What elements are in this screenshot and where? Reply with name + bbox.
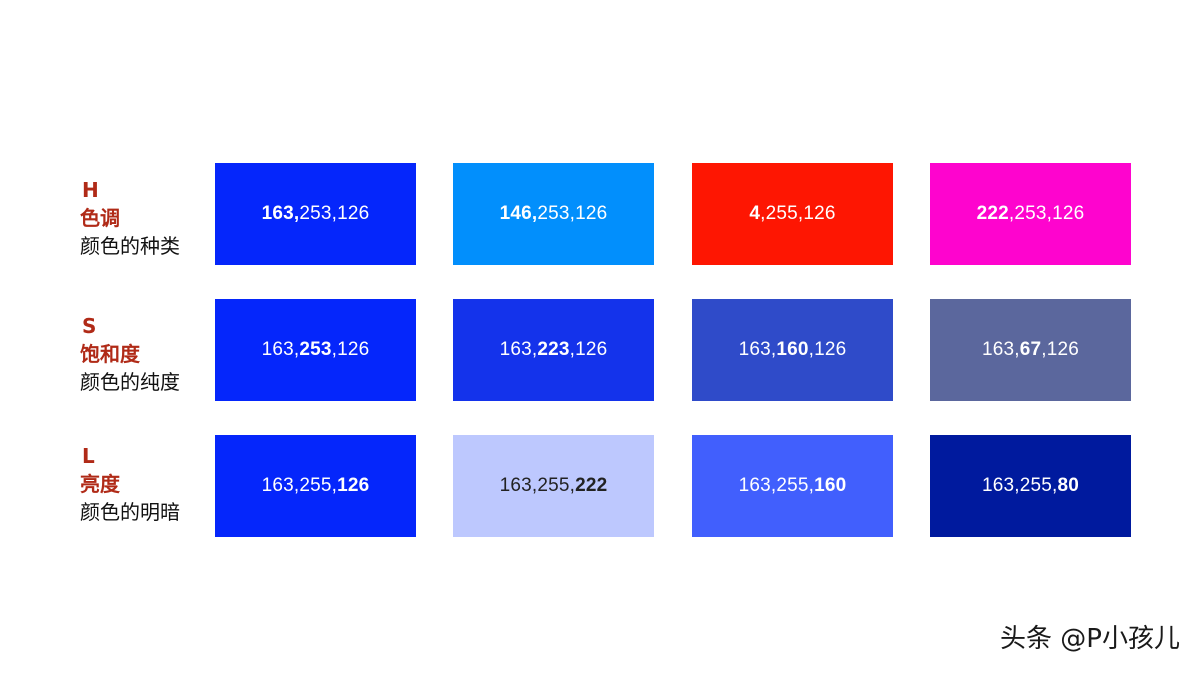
swatch-value-highlight: 67 (1019, 339, 1042, 360)
swatch-value: ,126 (569, 339, 608, 360)
color-swatch: 222,253,126 (930, 163, 1131, 265)
color-swatch: 163,255, 80 (930, 435, 1131, 537)
row-label-hue: H 色调 颜色的种类 (80, 176, 210, 260)
swatch-value: 163,255, (499, 475, 576, 496)
swatch-value-highlight: 160 (814, 475, 847, 496)
row-title: 亮度 (80, 472, 120, 496)
swatch-value: ,255,126 (760, 203, 836, 224)
swatch-value: 163,255, (261, 475, 338, 496)
color-swatch: 163, 253,126 (215, 163, 416, 265)
swatch-value-highlight: 146, (499, 203, 538, 224)
row-label-lightness: L 亮度 颜色的明暗 (80, 442, 210, 526)
watermark: 头条 @P小孩儿 (1000, 624, 1180, 654)
swatch-value: 163, (261, 339, 300, 360)
swatch-value: 163, (981, 339, 1020, 360)
row-letter: L (82, 444, 95, 468)
swatch-value-highlight: 223 (537, 339, 570, 360)
color-swatch: 163, 253,126 (215, 299, 416, 401)
row-description: 颜色的明暗 (80, 500, 180, 524)
swatch-value-highlight: 126 (337, 475, 370, 496)
swatch-value-highlight: 253 (299, 339, 332, 360)
row-letter: H (82, 178, 99, 202)
swatch-value: ,126 (808, 339, 847, 360)
row-description: 颜色的种类 (80, 234, 180, 258)
swatch-value-highlight: 222 (575, 475, 608, 496)
swatch-value: ,253,126 (1008, 203, 1085, 224)
swatch-value: 253,126 (299, 203, 370, 224)
swatch-value: ,126 (1041, 339, 1080, 360)
swatch-value-highlight: 160 (776, 339, 809, 360)
swatch-value-highlight: 80 (1057, 475, 1080, 496)
row-title: 色调 (80, 206, 120, 230)
swatch-value: 163, (499, 339, 538, 360)
swatch-value: 163,255, (981, 475, 1058, 496)
row-description: 颜色的纯度 (80, 370, 180, 394)
swatch-value-highlight: 4 (749, 203, 761, 224)
swatch-value-highlight: 163, (261, 203, 300, 224)
color-swatch: 163, 160,126 (692, 299, 893, 401)
color-swatch: 146, 253,126 (453, 163, 654, 265)
swatch-value: 253,126 (537, 203, 608, 224)
row-label-saturation: S 饱和度 颜色的纯度 (80, 312, 210, 396)
color-swatch: 163,255, 222 (453, 435, 654, 537)
color-swatch: 163, 67,126 (930, 299, 1131, 401)
color-swatch: 163,255, 160 (692, 435, 893, 537)
color-swatch: 4,255,126 (692, 163, 893, 265)
color-swatch: 163, 223,126 (453, 299, 654, 401)
swatch-value: 163, (738, 339, 777, 360)
swatch-value: ,126 (331, 339, 370, 360)
swatch-value-highlight: 222 (976, 203, 1009, 224)
color-swatch: 163,255, 126 (215, 435, 416, 537)
row-letter: S (82, 314, 97, 338)
swatch-value: 163,255, (738, 475, 815, 496)
row-title: 饱和度 (80, 342, 140, 366)
